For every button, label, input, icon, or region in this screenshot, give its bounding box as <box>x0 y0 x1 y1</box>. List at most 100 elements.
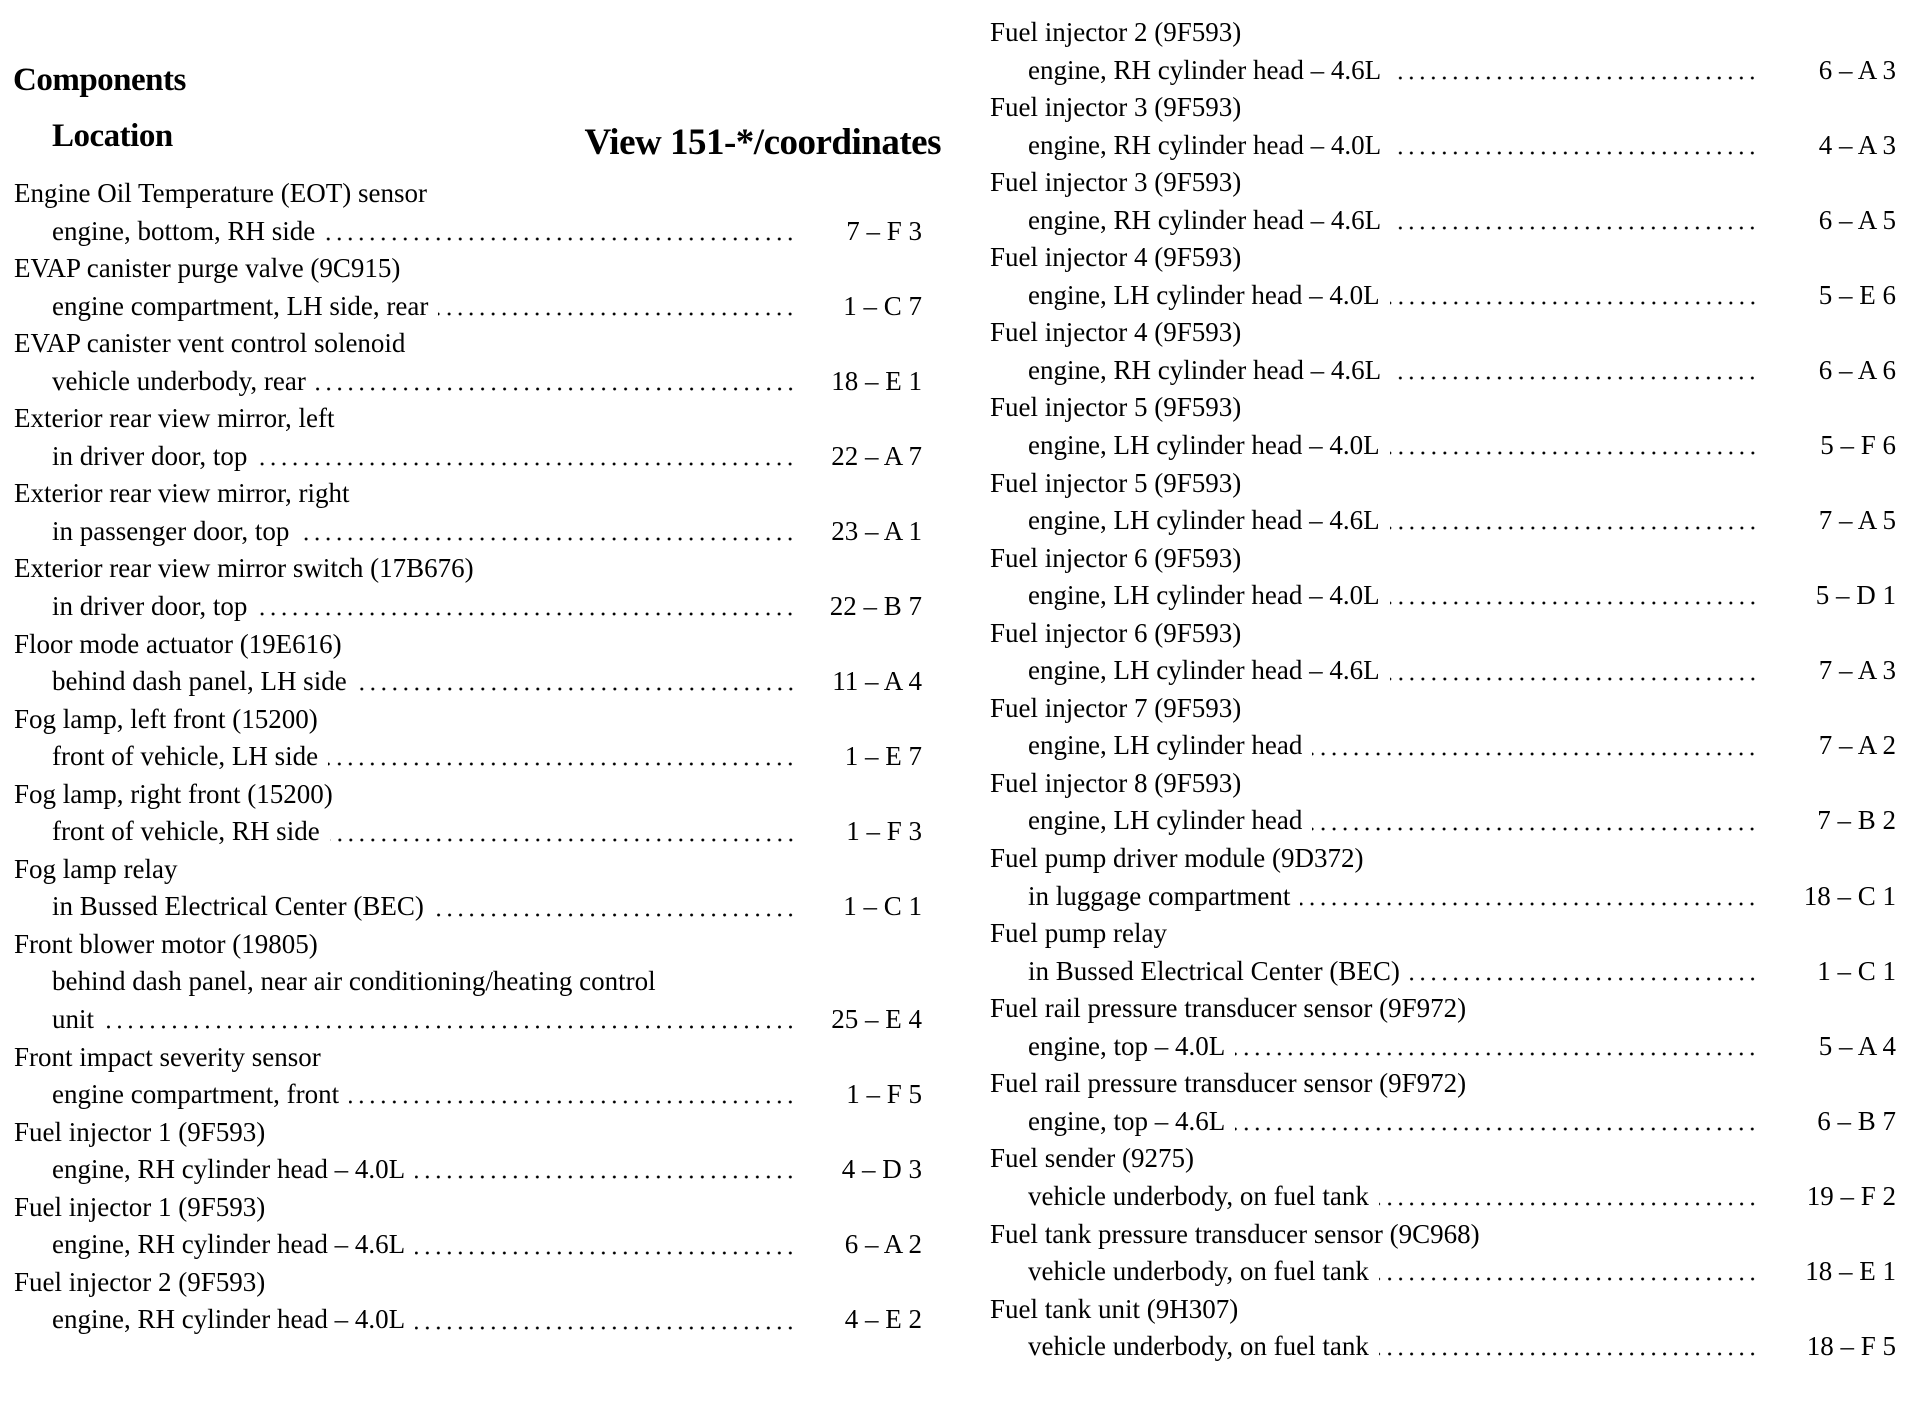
component-name-line: Fuel injector 4 (9F593) <box>990 239 1896 277</box>
view-coordinate: 19 – F 2 <box>1806 1180 1896 1211</box>
index-entry: Fuel injector 4 (9F593) engine, LH cylind… <box>990 239 1896 315</box>
index-entry: Exterior rear view mirror, right in passe… <box>14 475 922 551</box>
component-name-line: Fuel injector 8 (9F593) <box>990 765 1896 803</box>
component-name-line: Fuel injector 7 (9F593) <box>990 690 1896 728</box>
component-name-line: Fuel injector 4 (9F593) <box>990 314 1896 352</box>
view-coordinate: 18 – E 1 <box>831 365 922 396</box>
component-location-line: engine, RH cylinder head – 4.0L 4 – A 3 <box>990 126 1896 165</box>
component-location: engine compartment, front <box>52 1079 340 1110</box>
component-location-line: in Bussed Electrical Center (BEC) 1 – C 1 <box>990 952 1896 991</box>
view-coordinate: 5 – A 4 <box>1818 1030 1896 1061</box>
index-entry: Fuel injector 5 (9F593) engine, LH cylind… <box>990 465 1896 540</box>
component-name-line: Fuel tank pressure transducer sensor (9C… <box>990 1216 1896 1254</box>
index-entry: Fuel pump driver module (9D372) in luggag… <box>990 840 1896 915</box>
component-location-line: in driver door, top 22 – B 7 <box>14 588 922 626</box>
component-location: engine, top – 4.6L <box>1028 1105 1226 1136</box>
component-name: Fuel injector 2 (9F593) <box>990 17 1242 47</box>
component-location: engine, RH cylinder head – 4.0L <box>52 1154 406 1185</box>
index-entry: EVAP canister vent control solenoid vehic… <box>14 325 922 400</box>
dot-leader <box>328 738 796 776</box>
view-coordinate: 6 – A 2 <box>844 1229 922 1260</box>
dot-leader <box>1378 1253 1758 1291</box>
component-location-line: engine, RH cylinder head – 4.6L 6 – A 6 <box>990 352 1896 390</box>
component-name-line: Engine Oil Temperature (EOT) sensor <box>14 175 922 213</box>
component-name: Fuel injector 6 (9F593) <box>990 542 1242 573</box>
component-location-line: engine, LH cylinder head – 4.6L 7 – A 3 <box>990 652 1896 690</box>
component-location-line: engine, RH cylinder head – 4.6L 6 – A 3 <box>990 51 1896 90</box>
component-name: Fuel injector 6 (9F593) <box>990 617 1242 648</box>
index-entry: Fuel injector 6 (9F593) engine, LH cylind… <box>990 615 1896 690</box>
view-coordinate: 18 – E 1 <box>1805 1256 1896 1287</box>
location-column-heading: Location <box>52 118 173 154</box>
index-entry: Fuel injector 7 (9F593) engine, LH cylind… <box>990 690 1896 765</box>
dot-leader <box>1389 277 1758 315</box>
component-location: engine, RH cylinder head – 4.6L <box>1028 204 1382 235</box>
component-location: engine, LH cylinder head <box>1028 730 1303 761</box>
view-coordinate: 5 – F 6 <box>1820 430 1896 461</box>
component-location-line: in luggage compartment 18 – C 1 <box>990 877 1896 916</box>
right-column-index: Fuel injector 2 (9F593) engine, RH cylind… <box>990 14 1896 1366</box>
component-location: vehicle underbody, on fuel tank <box>1028 1331 1369 1362</box>
component-location-line: vehicle underbody, on fuel tank 18 – F 5 <box>990 1328 1896 1366</box>
index-entry: Fuel injector 6 (9F593) engine, LH cylind… <box>990 540 1896 615</box>
component-location-line: engine, RH cylinder head – 4.0L 4 – D 3 <box>14 1151 922 1189</box>
dot-leader <box>1389 652 1758 690</box>
component-name: Exterior rear view mirror, left <box>14 403 335 434</box>
view-coordinate: 6 – B 7 <box>1817 1105 1896 1136</box>
component-name: Fuel injector 8 (9F593) <box>990 767 1242 798</box>
component-location-line: front of vehicle, LH side 1 – E 7 <box>14 738 922 776</box>
component-location: vehicle underbody, rear <box>52 365 306 396</box>
component-name: Front blower motor (19805) <box>14 928 318 959</box>
view-coordinate: 18 – F 5 <box>1806 1331 1896 1362</box>
index-entry: Fuel injector 5 (9F593) engine, LH cylind… <box>990 389 1896 465</box>
component-name-line: Fuel injector 1 (9F593) <box>14 1189 922 1227</box>
index-entry: Front impact severity sensor engine compa… <box>14 1039 922 1114</box>
dot-leader <box>415 1151 796 1189</box>
component-location: unit <box>52 1004 95 1035</box>
component-location: engine, RH cylinder head – 4.6L <box>1028 54 1382 85</box>
component-location-line: engine, RH cylinder head – 4.6L 6 – A 2 <box>14 1226 922 1264</box>
component-name: Fuel injector 4 (9F593) <box>990 317 1242 348</box>
component-location-line: engine, LH cylinder head – 4.6L 7 – A 5 <box>990 502 1896 540</box>
index-entry: Fuel rail pressure transducer sensor (9F… <box>990 1065 1896 1141</box>
component-name-line: Exterior rear view mirror, right <box>14 475 922 513</box>
view-coordinates-column-heading: View 151-*/coordinates <box>584 122 941 163</box>
component-name-line: Exterior rear view mirror, left <box>14 400 922 438</box>
component-location: in driver door, top <box>52 440 248 471</box>
component-location: engine, top – 4.0L <box>1028 1030 1226 1061</box>
component-name: Exterior rear view mirror, right <box>14 478 350 509</box>
component-name-line: Fuel injector 2 (9F593) <box>990 14 1896 52</box>
component-name-line: Front impact severity sensor <box>14 1039 922 1077</box>
component-name: Fuel injector 2 (9F593) <box>14 1266 266 1297</box>
index-entry: Fog lamp, left front (15200) front of veh… <box>14 701 922 776</box>
component-name-line: Fuel pump relay <box>990 915 1896 953</box>
component-name-line: Fog lamp relay <box>14 851 922 889</box>
view-coordinate: 23 – A 1 <box>831 515 922 546</box>
component-name: Fuel rail pressure transducer sensor (9F… <box>990 1068 1467 1099</box>
dot-leader <box>1389 577 1758 615</box>
component-location-line: engine, LH cylinder head – 4.0L 5 – D 1 <box>990 577 1896 615</box>
component-name-line: EVAP canister purge valve (9C915) <box>14 250 922 288</box>
left-column-index: Engine Oil Temperature (EOT) sensor engin… <box>14 175 922 1339</box>
component-location-line: behind dash panel, near air conditioning… <box>14 963 922 1001</box>
index-entry: Front blower motor (19805) behind dash pa… <box>14 926 922 1039</box>
component-name: Fuel rail pressure transducer sensor (9F… <box>990 993 1467 1024</box>
view-coordinate: 5 – E 6 <box>1818 279 1896 310</box>
dot-leader <box>1409 952 1758 990</box>
component-location: engine, LH cylinder head – 4.6L <box>1028 655 1380 686</box>
view-coordinate: 1 – F 3 <box>846 816 922 847</box>
index-entry: Fuel injector 1 (9F593) engine, RH cylind… <box>14 1114 922 1189</box>
index-entry: Fuel injector 8 (9F593) engine, LH cylind… <box>990 765 1896 840</box>
component-location-line: engine compartment, LH side, rear 1 – C 7 <box>14 287 922 326</box>
index-entry: Floor mode actuator (19E616) behind dash … <box>14 626 922 701</box>
component-name-line: Front blower motor (19805) <box>14 926 922 964</box>
component-location-line: engine, LH cylinder head – 4.0L 5 – E 6 <box>990 277 1896 315</box>
component-name: Fog lamp relay <box>14 853 178 884</box>
view-coordinate: 22 – B 7 <box>829 591 922 622</box>
component-location: front of vehicle, RH side <box>52 816 320 847</box>
component-name: Fuel injector 7 (9F593) <box>990 692 1242 723</box>
component-name: Fuel injector 3 (9F593) <box>990 92 1242 123</box>
component-name: Fog lamp, left front (15200) <box>14 703 318 734</box>
dot-leader <box>299 513 796 551</box>
component-name: Front impact severity sensor <box>14 1041 321 1072</box>
